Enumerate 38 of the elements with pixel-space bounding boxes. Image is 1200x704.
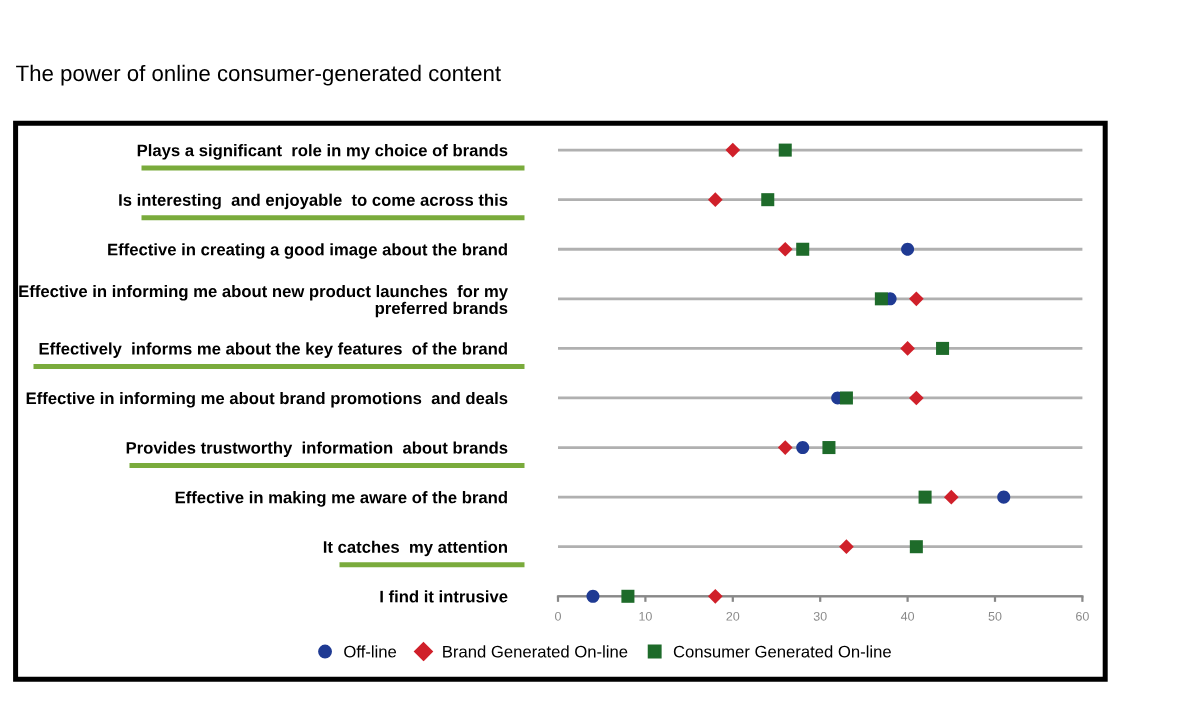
point	[900, 341, 915, 356]
point	[725, 142, 741, 158]
y-tick-label: I find it intrusive	[380, 590, 508, 603]
point	[586, 589, 600, 603]
point	[761, 193, 775, 207]
point	[778, 143, 792, 157]
point	[707, 588, 723, 604]
y-tick-label: Provides trustworthy information about brands	[126, 441, 508, 458]
point	[874, 292, 888, 306]
text: The power of online consumer-generated content	[16, 64, 501, 86]
point	[796, 441, 810, 455]
point	[901, 242, 915, 256]
legend-label: Brand Generated On-line	[443, 645, 628, 658]
y-tick-label: Effective in informing me about new product launches for my preferred brands	[19, 284, 508, 318]
point	[943, 489, 959, 505]
point	[936, 341, 950, 355]
point	[777, 440, 793, 455]
y-tick-label: Effective in making me aware of the brand	[175, 491, 507, 507]
point	[822, 441, 836, 455]
point	[997, 490, 1011, 504]
point	[839, 539, 854, 555]
y-tick-label: Effectively informs me about the key features of the brand	[39, 342, 507, 358]
point	[909, 540, 923, 554]
legend-label: Off-line	[344, 645, 397, 658]
point	[796, 242, 810, 256]
point	[908, 390, 924, 406]
point	[908, 291, 924, 307]
point	[777, 241, 793, 257]
y-tick-label: Plays a significant role in my choice of brands	[137, 144, 508, 160]
y-tick-label: Effective in creating a good image about the brand	[108, 243, 507, 259]
point	[839, 391, 853, 405]
y-tick-label: Effective in informing me about brand promotions and deals	[26, 391, 508, 408]
y-tick-label: Is interesting and enjoyable to come across this	[119, 193, 508, 210]
point	[621, 589, 635, 603]
point	[918, 490, 932, 504]
legend-label: Consumer Generated On-line	[673, 645, 891, 658]
point	[707, 192, 723, 208]
y-tick-label: It catches my attention	[323, 540, 507, 557]
